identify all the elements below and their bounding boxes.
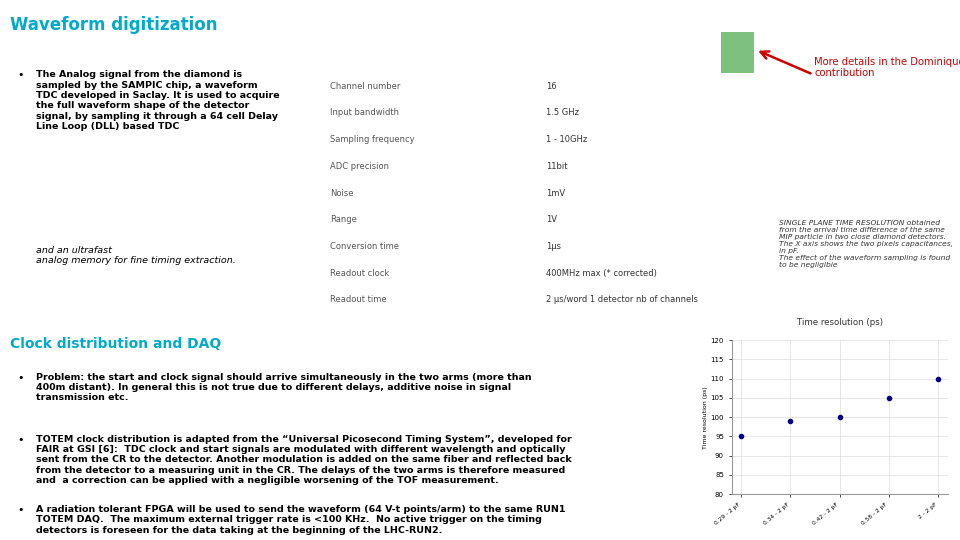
Text: Noise: Noise xyxy=(330,188,353,198)
Text: Channel number: Channel number xyxy=(330,82,400,91)
Text: SINGLE PLANE TIME RESOLUTION obtained
from the arrival time difference of the sa: SINGLE PLANE TIME RESOLUTION obtained fr… xyxy=(780,220,953,268)
Text: •: • xyxy=(17,435,24,445)
Text: TOTEM clock distribution is adapted from the “Universal Picosecond Timing System: TOTEM clock distribution is adapted from… xyxy=(36,435,572,485)
Text: 2 μs/word 1 detector nb of channels: 2 μs/word 1 detector nb of channels xyxy=(546,295,698,305)
Text: Problem: the start and clock signal should arrive simultaneously in the two arms: Problem: the start and clock signal shou… xyxy=(36,373,532,402)
Text: Input bandwidth: Input bandwidth xyxy=(330,109,399,118)
Text: 1mV: 1mV xyxy=(546,188,565,198)
Text: Waveform digitization: Waveform digitization xyxy=(10,16,217,34)
Text: •: • xyxy=(17,505,24,515)
Text: ADC precision: ADC precision xyxy=(330,162,389,171)
Text: Range: Range xyxy=(330,215,357,224)
Point xyxy=(881,394,897,402)
Text: More details in the Dominique Breton
contribution: More details in the Dominique Breton con… xyxy=(814,57,960,78)
Text: •: • xyxy=(17,70,24,80)
Text: 1.5 GHz: 1.5 GHz xyxy=(546,109,579,118)
Text: Clock distribution and DAQ: Clock distribution and DAQ xyxy=(10,338,221,352)
Point xyxy=(831,413,847,421)
Text: The Analog signal from the diamond is
sampled by the SAMPIC chip, a waveform
TDC: The Analog signal from the diamond is sa… xyxy=(36,70,280,131)
Text: and an ultrafast
analog memory for fine timing extraction.: and an ultrafast analog memory for fine … xyxy=(36,246,236,265)
Text: 1μs: 1μs xyxy=(546,242,562,251)
Text: Time resolution (ps): Time resolution (ps) xyxy=(797,318,883,327)
Text: 1V: 1V xyxy=(546,215,557,224)
Y-axis label: Time resolution (ps): Time resolution (ps) xyxy=(703,386,708,449)
Point xyxy=(930,374,946,383)
Text: Conversion time: Conversion time xyxy=(330,242,399,251)
Text: Readout clock: Readout clock xyxy=(330,268,390,278)
Point xyxy=(782,417,798,426)
Text: •: • xyxy=(17,373,24,383)
Text: 16: 16 xyxy=(546,82,557,91)
Bar xyxy=(721,32,754,73)
Text: Readout time: Readout time xyxy=(330,295,387,305)
Text: Sampling frequency: Sampling frequency xyxy=(330,135,415,144)
Text: 11bit: 11bit xyxy=(546,162,567,171)
Text: A radiation tolerant FPGA will be used to send the waveform (64 V-t points/arm) : A radiation tolerant FPGA will be used t… xyxy=(36,505,566,535)
Text: SAMPIC CHIP SPECS: SAMPIC CHIP SPECS xyxy=(433,46,590,59)
Text: 400MHz max (* corrected): 400MHz max (* corrected) xyxy=(546,268,657,278)
Point xyxy=(733,432,749,441)
Text: 1 - 10GHz: 1 - 10GHz xyxy=(546,135,588,144)
